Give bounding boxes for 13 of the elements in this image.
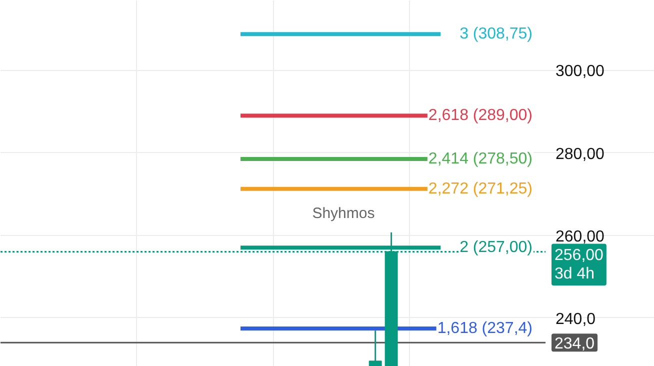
y-tick-label: 300,00 <box>556 63 605 80</box>
ref-line-label: 234,0 <box>554 336 595 353</box>
ref-line-label: 2,414 (278,50) <box>428 150 532 168</box>
ref-line-label: 2,272 (271,25) <box>428 180 532 198</box>
ref-line-label: 2 (257,00) <box>460 239 532 256</box>
ref-line-label: 3 (308,75) <box>460 26 532 43</box>
y-tick-label: 260,00 <box>556 228 605 246</box>
y-tick-label: 240,0 <box>556 310 596 328</box>
y-tick-label: 280,00 <box>556 146 605 163</box>
ref-line-label: 2,618 (289,00) <box>428 107 532 124</box>
ref-line-label: 1,618 (237,4) <box>437 320 533 338</box>
annotation: Shyhmos <box>312 205 375 222</box>
ref-line-label: 256,00 3d 4h <box>554 246 604 282</box>
